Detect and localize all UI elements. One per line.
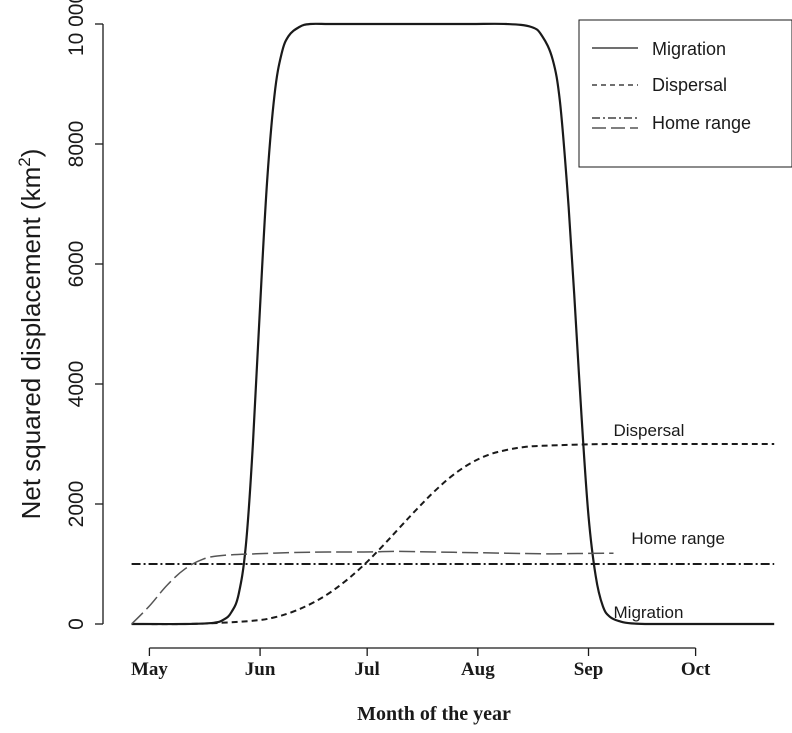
y-axis-label: Net squared displacement (km2) [15,149,46,520]
legend: Migration Dispersal Home range [578,19,792,168]
legend-label-migration: Migration [652,39,726,59]
x-tick-label: Sep [574,659,604,680]
legend-label-dispersal: Dispersal [652,75,727,95]
y-ticks: 0 2000 4000 6000 8000 10 000 [65,0,103,630]
x-ticks: May Jun Jul Aug Sep Oct [131,648,711,680]
series-line-home-range-longdash [131,550,614,625]
legend-label-home-range: Home range [652,113,751,133]
x-tick-label: Jun [245,659,276,680]
x-tick-label: Jul [354,659,379,680]
annotation-dispersal: Dispersal [614,421,685,440]
x-tick-label: May [131,659,168,680]
legend-box [578,19,792,168]
y-tick-label: 2000 [65,481,88,528]
series-line-dispersal-dashed [131,442,775,626]
annotation-home-range: Home range [631,529,725,548]
x-tick-label: Aug [461,659,495,680]
y-tick-label: 0 [65,618,88,630]
annotations: Dispersal Home range Migration [614,421,725,622]
y-tick-label: 4000 [65,361,88,408]
x-axis-label: Month of the year [357,703,511,725]
annotation-migration: Migration [614,603,684,622]
series-line-migration-solid [131,22,775,626]
y-tick-label: 8000 [65,121,88,168]
y-tick-label: 10 000 [65,0,88,56]
series-group [131,22,775,626]
x-tick-label: Oct [681,659,711,680]
y-tick-label: 6000 [65,241,88,288]
